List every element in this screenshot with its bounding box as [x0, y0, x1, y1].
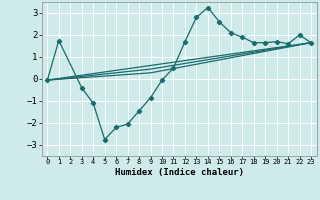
X-axis label: Humidex (Indice chaleur): Humidex (Indice chaleur)	[115, 168, 244, 177]
